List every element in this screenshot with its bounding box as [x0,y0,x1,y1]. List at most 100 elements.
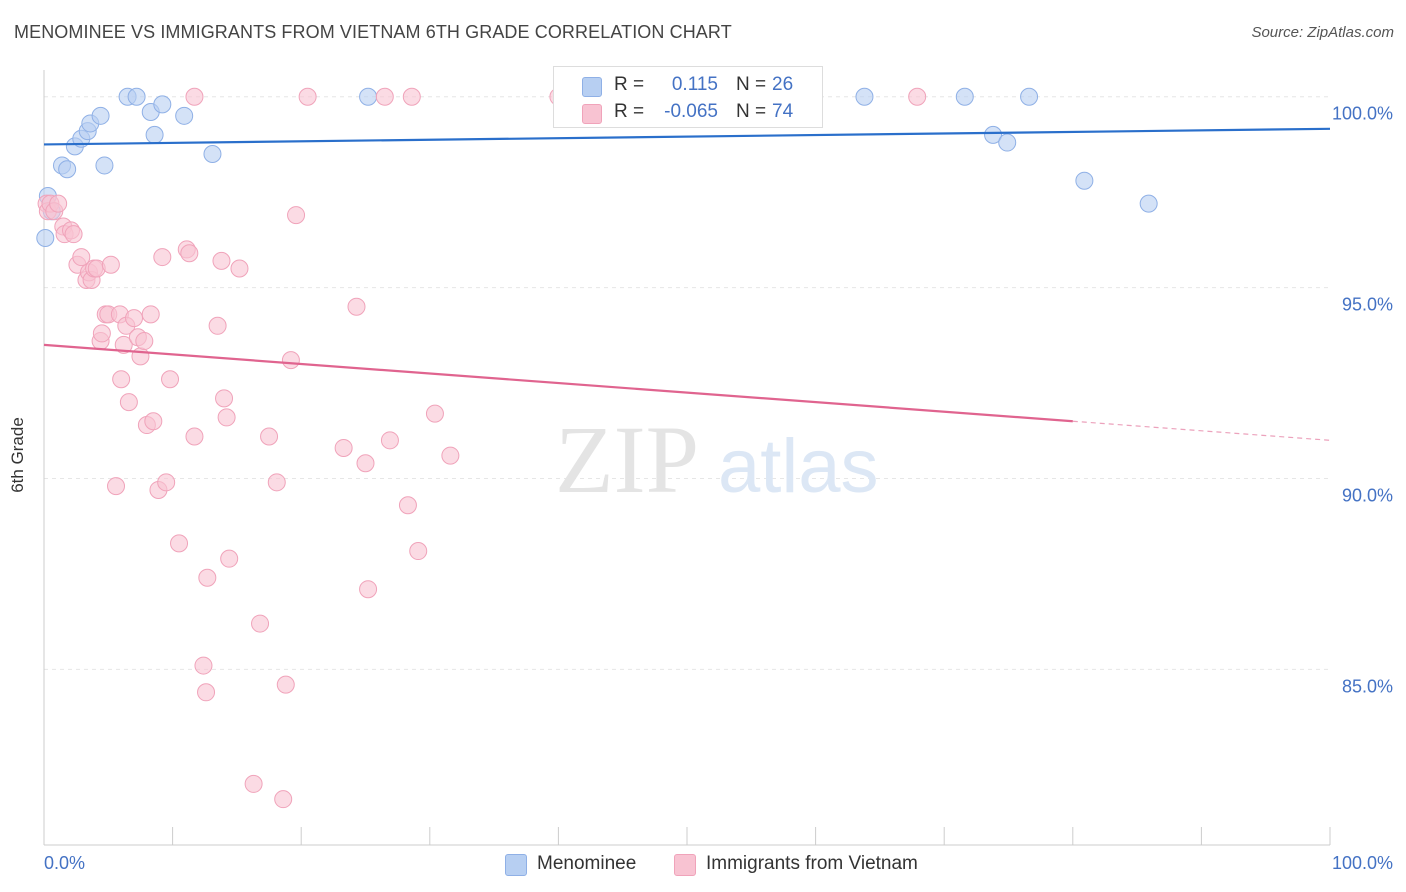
source-label: Source: ZipAtlas.com [1251,24,1394,41]
vietnam-point [908,87,927,106]
menominee-point [855,87,874,106]
y-tick-label: 90.0% [1342,485,1393,505]
chart-title: MENOMINEE VS IMMIGRANTS FROM VIETNAM 6TH… [14,22,732,42]
vietnam-point [281,351,300,370]
y-tick-label: 95.0% [1342,295,1393,315]
vietnam-point [244,774,263,793]
vietnam-point [260,427,279,446]
watermark: ZIP atlas [555,406,879,513]
vietnam-point [64,225,83,244]
vietnam-point [135,332,154,351]
vietnam-point [157,473,176,492]
watermark-atlas: atlas [718,424,879,509]
menominee-point [359,87,378,106]
n-value: 26 [772,74,794,95]
vietnam-point [251,614,270,633]
vietnam-point [298,87,317,106]
vietnam-point [347,297,366,316]
vietnam-point [425,404,444,423]
legend-label: Menominee [537,853,637,874]
vietnam-point [161,370,180,389]
vietnam-point [274,790,293,809]
r-label: R = [614,74,645,95]
vietnam-point [170,534,189,553]
menominee-point [95,156,114,175]
menominee-swatch [505,854,527,876]
menominee-point [998,133,1017,152]
n-label: N = [736,74,767,95]
y-tick-label: 85.0% [1342,676,1393,696]
r-label: R = [614,101,645,122]
vietnam-trend-extension [1072,420,1331,441]
vietnam-point [409,542,428,561]
x-tick-label: 0.0% [44,853,85,873]
vietnam-point [215,389,234,408]
vietnam-point [197,683,216,702]
vietnam-point [119,393,138,412]
menominee-swatch [582,77,602,97]
vietnam-point [398,496,417,515]
vietnam-point [359,580,378,599]
n-label: N = [736,101,767,122]
vietnam-point [198,568,217,587]
vietnam-point [220,549,239,568]
vietnam-point [92,324,111,343]
vietnam-swatch [582,104,602,124]
vietnam-point [114,335,133,354]
points-layer [36,87,1158,809]
vietnam-point [125,309,144,328]
menominee-point [1075,171,1094,190]
vietnam-point [131,347,150,366]
vietnam-point [287,206,306,225]
vietnam-point [375,87,394,106]
menominee-point [145,125,164,144]
menominee-point [153,95,172,114]
menominee-point [58,160,77,179]
y-tick-label: 100.0% [1332,104,1393,124]
menominee-point [955,87,974,106]
vietnam-trend-line [43,343,1073,423]
vietnam-point [194,656,213,675]
vietnam-point [101,255,120,274]
vietnam-swatch [674,854,696,876]
menominee-trend-line [43,127,1331,146]
r-value: 0.115 [671,74,718,95]
menominee-point [203,144,222,163]
vietnam-point [72,248,91,267]
menominee-point [36,228,55,247]
vietnam-point [180,244,199,263]
r-value: -0.065 [664,101,718,122]
menominee-point [1139,194,1158,213]
menominee-point [175,106,194,125]
vietnam-point [356,454,375,473]
vietnam-point [276,675,295,694]
x-tick-label: 100.0% [1332,853,1393,873]
legend-label: Immigrants from Vietnam [706,853,918,874]
menominee-point [984,125,1003,144]
vietnam-point [107,477,126,496]
stats-legend-row-vietnam: R = -0.065 N = 74 [554,100,822,126]
vietnam-point [217,408,236,427]
vietnam-point [230,259,249,278]
vietnam-point [334,438,353,457]
menominee-point [91,106,110,125]
vietnam-point [144,412,163,431]
vietnam-point [402,87,421,106]
vietnam-point [380,431,399,450]
vietnam-point [49,194,68,213]
vietnam-point [185,427,204,446]
tick-label-layer: 100.0% 95.0% 90.0% 85.0% 0.0% 100.0% [44,104,1393,873]
menominee-point [127,87,146,106]
vietnam-point [112,370,131,389]
watermark-zip: ZIP [555,406,699,513]
vietnam-point [441,446,460,465]
grid-layer [44,96,1330,670]
stats-legend-row-menominee: R = 0.115 N = 26 [554,73,822,99]
stats-legend: R = 0.115 N = 26 R = -0.065 N = 74 [553,66,823,128]
trend-layer [43,127,1331,441]
vietnam-point [208,316,227,335]
vietnam-point [212,251,231,270]
vietnam-point [185,87,204,106]
vietnam-point [141,305,160,324]
